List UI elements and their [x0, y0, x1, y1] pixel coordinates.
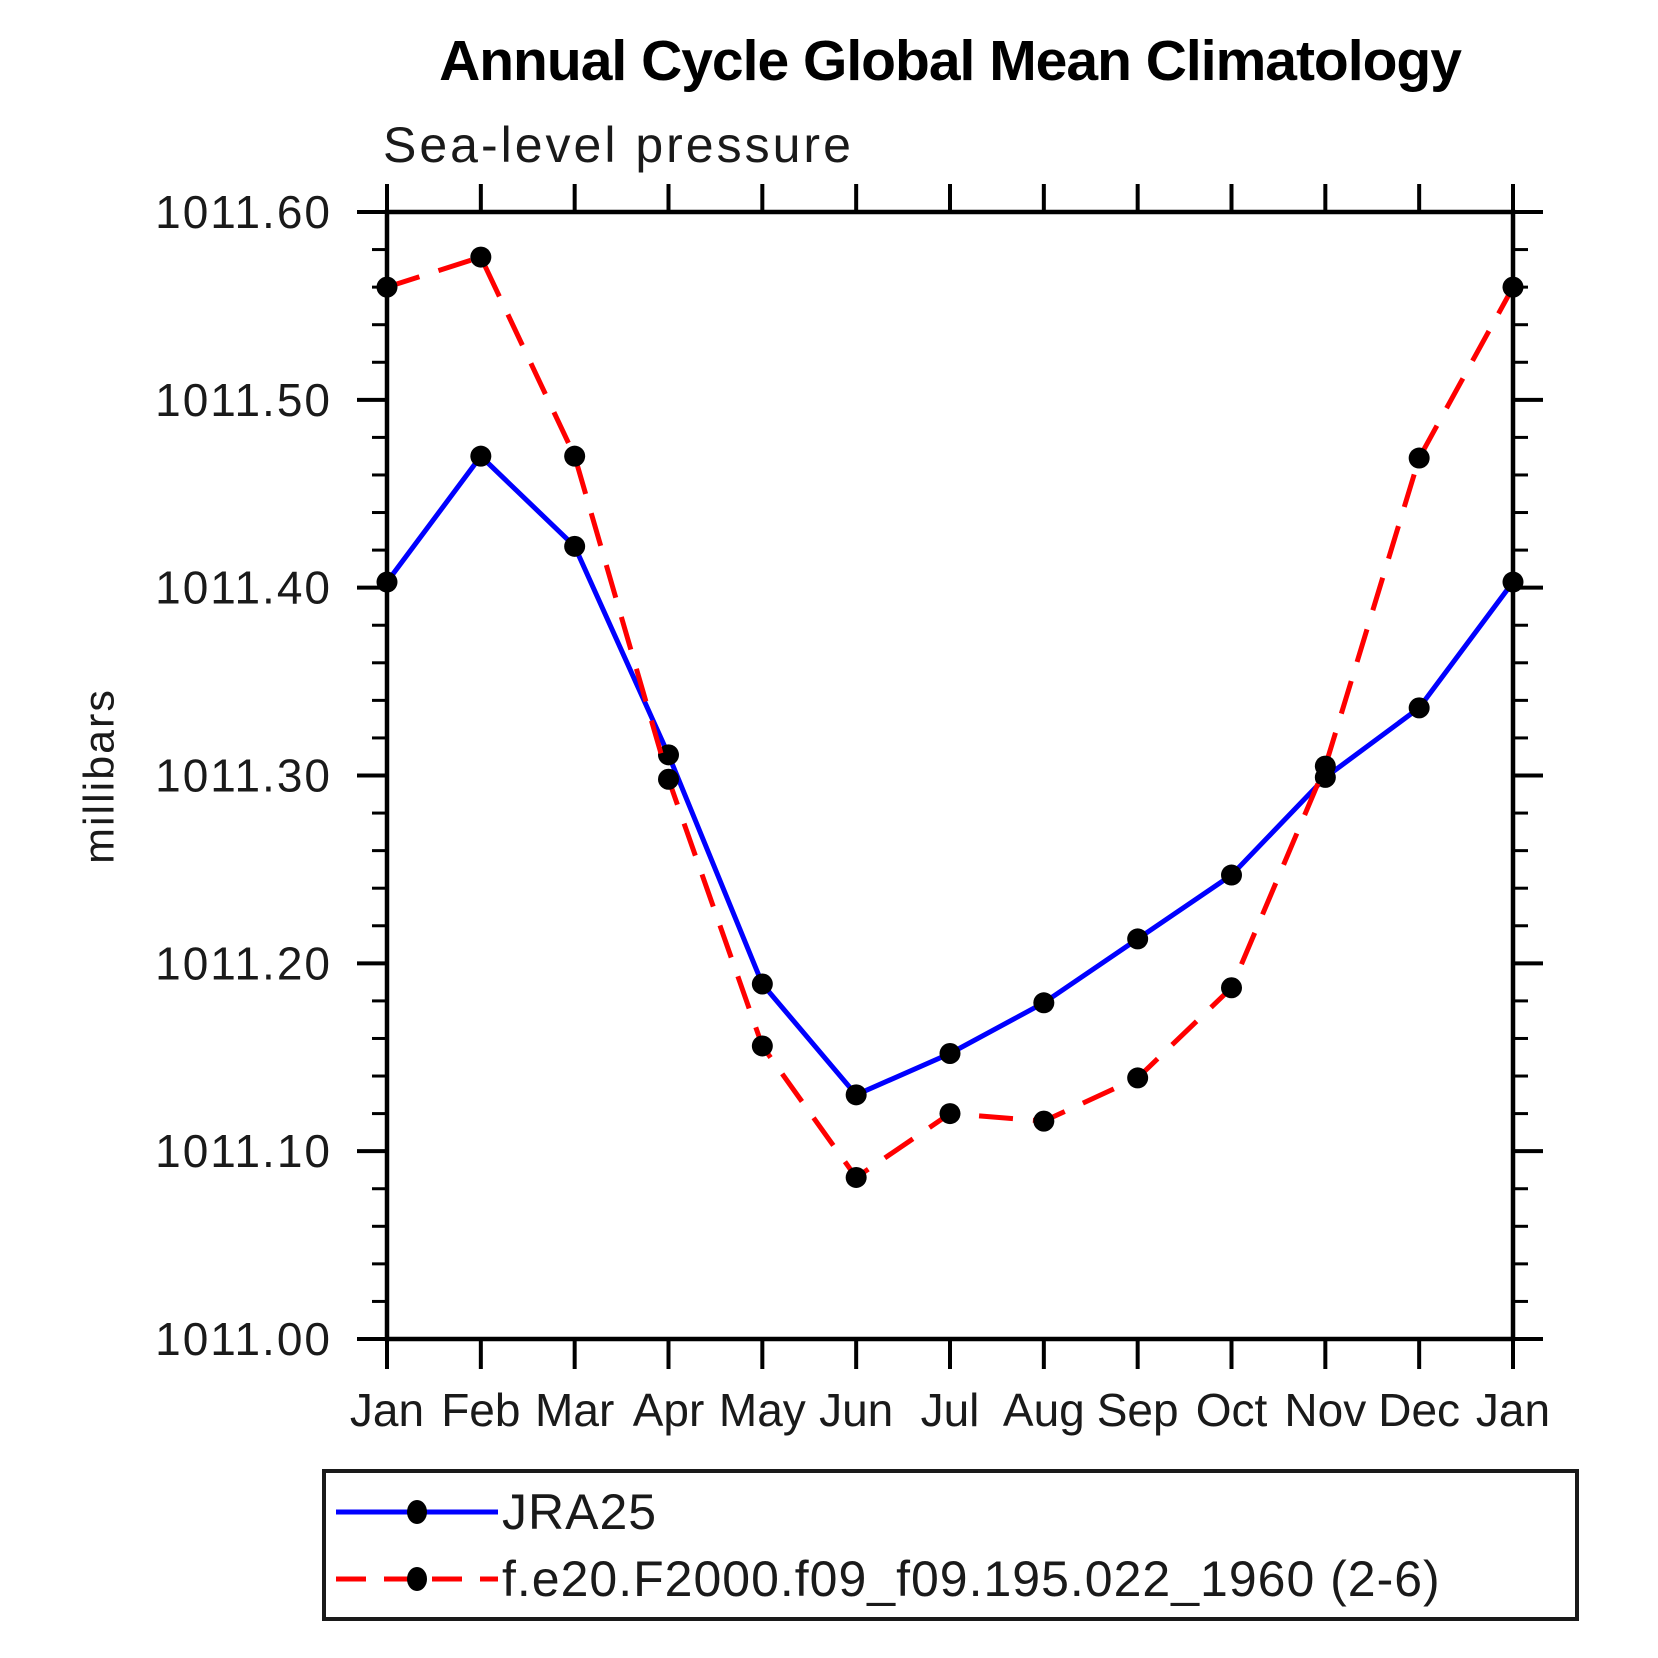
x-tick-label: Nov — [1284, 1384, 1366, 1436]
data-point-marker — [1033, 992, 1055, 1014]
y-tick-labels: 1011.00 1011.10 1011.20 1011.30 1011.40 1011.… — [155, 186, 332, 1365]
legend-entry-model: f.e20.F2000.f09_f09.195.022_1960 (2-6) — [326, 1554, 1441, 1604]
plot-frame — [384, 209, 1516, 1342]
x-tick-label: Mar — [535, 1384, 614, 1436]
data-point-marker — [1033, 1110, 1055, 1132]
data-point-marker — [939, 1042, 961, 1064]
data-point-marker — [564, 535, 586, 557]
data-point-marker — [1502, 571, 1524, 593]
data-point-marker — [845, 1084, 867, 1106]
x-tick-label: Jan — [1476, 1384, 1550, 1436]
x-tick-label: Jan — [350, 1384, 424, 1436]
legend-marker — [407, 1500, 427, 1524]
data-point-marker — [376, 571, 398, 593]
x-tick-label: Feb — [441, 1384, 520, 1436]
y-tick-label: 1011.40 — [155, 562, 332, 614]
y-tick-label: 1011.60 — [155, 186, 332, 238]
legend-entry-jra25: JRA25 — [326, 1487, 657, 1537]
legend-label: f.e20.F2000.f09_f09.195.022_1960 (2-6) — [502, 1551, 1441, 1607]
data-point-marker — [376, 276, 398, 298]
series-line-1 — [386, 254, 1516, 1181]
data-point-marker — [1221, 864, 1242, 886]
x-tick-label: May — [719, 1384, 806, 1436]
data-point-marker — [1502, 276, 1524, 298]
data-point-marker — [1127, 1067, 1149, 1089]
legend-line-sample-dashed — [336, 1567, 498, 1591]
data-point-marker — [1314, 755, 1336, 777]
x-tick-labels: Jan Feb Mar Apr May Jun Jul Aug Sep Oct Nov Dec Jan — [350, 1384, 1550, 1436]
y-tick-label: 1011.00 — [155, 1313, 332, 1365]
series-markers-1 — [376, 246, 1524, 1188]
x-tick-label: Oct — [1196, 1384, 1268, 1436]
data-point-marker — [1408, 447, 1430, 469]
data-point-marker — [845, 1166, 867, 1188]
data-point-marker — [1408, 697, 1430, 719]
x-tick-label: Jun — [819, 1384, 893, 1436]
x-tick-label: Dec — [1378, 1384, 1460, 1436]
x-tick-label: Jul — [921, 1384, 980, 1436]
data-point-marker — [658, 768, 679, 790]
legend-marker — [407, 1567, 427, 1591]
series-markers-0 — [376, 445, 1524, 1106]
y-tick-label: 1011.50 — [155, 374, 332, 426]
data-point-marker — [658, 744, 679, 766]
x-tick-label: Apr — [633, 1384, 705, 1436]
chart-subtitle: Sea-level pressure — [383, 117, 854, 173]
axis-ticks — [357, 184, 1543, 1369]
series-line-0 — [384, 452, 1516, 1098]
data-point-marker — [751, 1035, 773, 1057]
data-point-marker — [1221, 977, 1242, 999]
data-point-marker — [751, 973, 773, 995]
y-tick-label: 1011.20 — [155, 937, 332, 989]
data-point-marker — [470, 246, 492, 268]
data-point-marker — [564, 445, 586, 467]
y-tick-label: 1011.30 — [155, 750, 332, 802]
data-point-marker — [1127, 928, 1149, 950]
legend: JRA25 f.e20.F2000.f09_f09.195.022_1960 (… — [322, 1469, 1579, 1621]
x-tick-label: Aug — [1003, 1384, 1085, 1436]
data-point-marker — [939, 1103, 961, 1125]
y-tick-label: 1011.10 — [155, 1125, 332, 1177]
chart-title: Annual Cycle Global Mean Climatology — [439, 29, 1462, 93]
legend-line-sample-solid — [336, 1500, 498, 1524]
x-tick-label: Sep — [1097, 1384, 1179, 1436]
data-point-marker — [470, 445, 492, 467]
legend-label: JRA25 — [502, 1484, 658, 1540]
